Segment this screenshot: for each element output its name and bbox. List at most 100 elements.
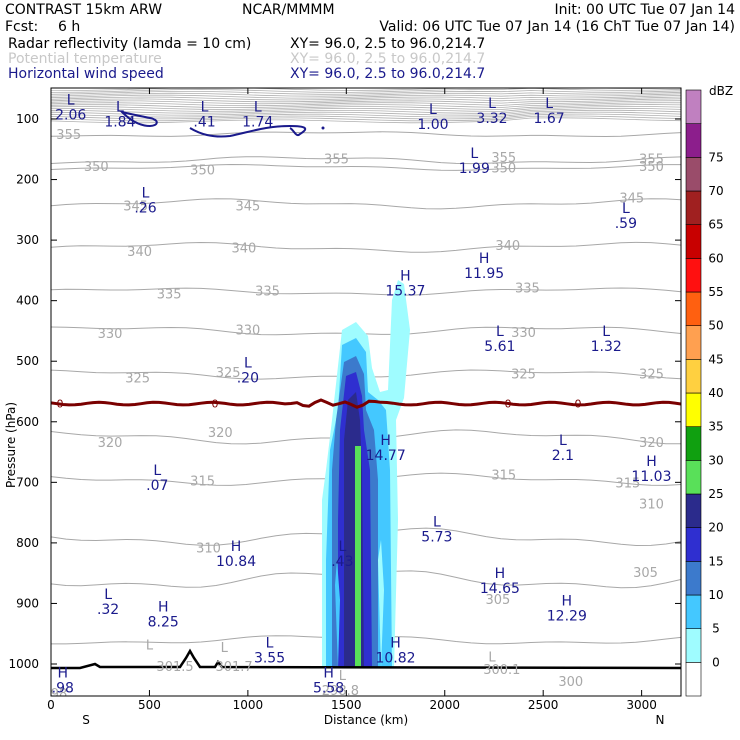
- wind-extremum-value: 5.58: [313, 680, 344, 696]
- theta-label: 315: [491, 468, 516, 483]
- theta-label: 320: [639, 436, 664, 451]
- colorbar-swatch: [685, 628, 702, 663]
- theta-contour: [51, 131, 681, 138]
- colorbar-label: 30: [708, 453, 723, 467]
- theta-label: 350: [190, 163, 215, 178]
- colorbar-swatch: [685, 89, 702, 125]
- wind-extremum-value: .32: [97, 602, 119, 618]
- theta-label: 325: [125, 372, 150, 387]
- x-axis-label: Distance (km): [324, 713, 408, 727]
- field3-name: Horizontal wind speed: [8, 66, 164, 82]
- zero-contour: [51, 398, 681, 409]
- wind-extremum-letter: H: [479, 251, 490, 267]
- wind-extremum-value: 12.29: [547, 608, 587, 624]
- theta-label: 355: [324, 152, 349, 167]
- theta-label: 355: [56, 128, 81, 143]
- wind-extremum-letter: H: [58, 665, 69, 681]
- theta-contour: [51, 163, 681, 171]
- colorbar-label: 15: [708, 554, 723, 568]
- stratosphere-contour: [51, 115, 681, 122]
- theta-label: 325: [639, 367, 664, 382]
- theta-label: 340: [127, 245, 152, 260]
- y-tick-label: 500: [16, 354, 39, 368]
- theta-label: 315: [615, 476, 640, 491]
- y-axis-label: Pressure (hPa): [4, 402, 18, 488]
- stratosphere-contour: [51, 90, 681, 95]
- colorbar-swatch: [685, 224, 702, 259]
- colorbar-label: 25: [708, 487, 723, 501]
- theta-label: 350: [84, 160, 109, 175]
- wind-extremum-letter: L: [254, 100, 262, 116]
- wind-extremum-value: 14.77: [366, 448, 406, 464]
- colorbar-swatch: [685, 459, 702, 495]
- colorbar-swatch: [685, 257, 702, 293]
- colorbar-label: 5: [712, 622, 720, 636]
- theta-extremum-letter: L: [339, 669, 347, 684]
- stratosphere-contour: [51, 95, 681, 101]
- wind-extremum-value: 8.25: [148, 614, 179, 630]
- theta-label: 345: [123, 200, 148, 215]
- x-tick-label: 2000: [429, 698, 460, 712]
- y-tick-label: 1000: [8, 657, 39, 671]
- theta-contour: [51, 241, 681, 253]
- x-tick-label: 2500: [528, 698, 559, 712]
- colorbar-swatch: [685, 123, 702, 158]
- wind-extremum-value: .26: [134, 201, 156, 217]
- theta-label: 325: [511, 367, 536, 382]
- colorbar-swatch: [685, 594, 702, 630]
- wind-extremum-letter: L: [545, 96, 553, 112]
- colorbar-label: 0: [712, 655, 720, 669]
- wind-extremum-value: 11.95: [464, 266, 504, 282]
- init-time: Init: 00 UTC Tue 07 Jan 14: [555, 2, 736, 18]
- wind-extremum-letter: L: [429, 102, 437, 118]
- colorbar-swatch: [685, 291, 702, 327]
- wind-extremum-value: 3.55: [254, 651, 285, 667]
- theta-label: 301.7: [215, 660, 252, 675]
- stratosphere-contour: [51, 117, 681, 124]
- wind-extremum-letter: L: [142, 186, 150, 202]
- wind-extremum-value: 1.74: [242, 115, 273, 131]
- x-tick-label: 1500: [331, 698, 362, 712]
- colorbar: dBZ 0 5 10 15 20 25 30 35 40 45 50 55 60 65 70 75: [685, 84, 733, 697]
- stratosphere-contour: [51, 93, 681, 99]
- x-tick-label: 0: [47, 698, 55, 712]
- zero-contour-label: 0: [505, 398, 512, 411]
- wind-extremum-letter: H: [231, 539, 242, 555]
- colorbar-swatch: [685, 527, 702, 562]
- wind-extremum-letter: H: [495, 566, 506, 582]
- stratosphere-contour: [51, 96, 681, 103]
- stratosphere-contour: [51, 98, 681, 105]
- colorbar-label: 50: [708, 319, 723, 333]
- wind-extremum-value: 11.03: [631, 469, 671, 485]
- theta-extremum-letter: L: [488, 651, 496, 666]
- colorbar-swatch: [685, 190, 702, 226]
- wind-extremum-letter: H: [646, 454, 657, 470]
- theta-label: 350: [639, 160, 664, 175]
- theta-label: 301.5: [156, 660, 193, 675]
- stratosphere-contour: [51, 107, 681, 114]
- wind-extremum-letter: L: [116, 100, 124, 116]
- stratosphere-contour: [51, 88, 681, 91]
- reflectivity-shading: [322, 280, 410, 668]
- south-label: S: [82, 713, 90, 727]
- theta-contour: [51, 198, 681, 210]
- colorbar-label: 70: [708, 184, 723, 198]
- wind-extremum-letter: H: [323, 665, 334, 681]
- zero-contour-label: 0: [212, 398, 219, 411]
- wind-extremum-letter: H: [158, 599, 169, 615]
- y-tick-label: 300: [16, 233, 39, 247]
- colorbar-label: 20: [708, 521, 723, 535]
- x-tick-label: 3000: [626, 698, 657, 712]
- wind-extremum-letter: L: [488, 96, 496, 112]
- colorbar-label: 55: [708, 285, 723, 299]
- theta-label: 350: [491, 161, 516, 176]
- y-tick-label: 400: [16, 294, 39, 308]
- wind-extremum-value: .98: [52, 680, 74, 696]
- y-tick-label: 800: [16, 536, 39, 550]
- colorbar-swatch: [685, 157, 702, 192]
- theta-label: 298: [43, 687, 68, 702]
- wind-contour: [118, 110, 158, 128]
- colorbar-label: 40: [708, 386, 723, 400]
- wind-extremum-letter: L: [67, 92, 75, 108]
